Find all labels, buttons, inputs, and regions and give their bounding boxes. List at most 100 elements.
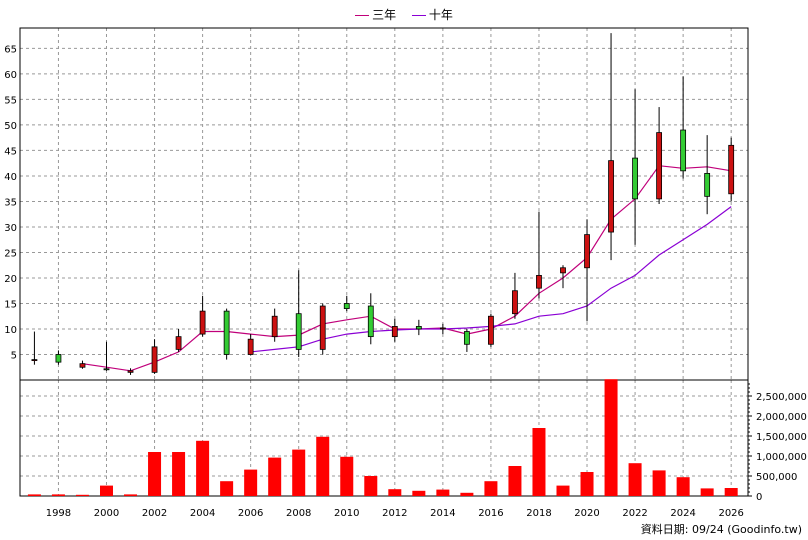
price-tick-label: 15 bbox=[4, 299, 17, 310]
volume-bar bbox=[148, 452, 162, 496]
x-tick-label: 2010 bbox=[334, 508, 359, 519]
volume-tick-label: 2,000,000 bbox=[756, 412, 807, 423]
price-candle bbox=[151, 339, 158, 374]
candle-body bbox=[79, 363, 86, 368]
price-candle bbox=[584, 219, 590, 322]
legend-swatch-ten-year bbox=[411, 15, 426, 16]
volume-bar bbox=[340, 456, 354, 496]
volume-bar bbox=[364, 476, 378, 496]
legend-item-three-year[interactable]: 三年 bbox=[355, 6, 396, 23]
volume-bar bbox=[51, 494, 65, 496]
candle-body bbox=[247, 338, 254, 355]
price-tick-label: 25 bbox=[4, 248, 17, 259]
candle-body bbox=[608, 160, 614, 233]
price-candle bbox=[55, 350, 62, 365]
x-tick-label: 2000 bbox=[94, 508, 119, 519]
candle-body bbox=[560, 267, 566, 274]
volume-bar bbox=[75, 494, 89, 496]
price-candle bbox=[199, 295, 206, 337]
volume-bar bbox=[724, 488, 738, 496]
candle-body bbox=[175, 336, 182, 350]
price-candles bbox=[31, 33, 735, 375]
x-tick-label: 2016 bbox=[478, 508, 503, 519]
price-candle bbox=[512, 272, 518, 319]
volume-bar bbox=[556, 485, 570, 496]
x-tick-label: 2020 bbox=[574, 508, 599, 519]
price-tick-label: 5 bbox=[11, 350, 17, 361]
x-tick-label: 2014 bbox=[430, 508, 455, 519]
volume-bar bbox=[388, 489, 402, 496]
price-candle bbox=[536, 211, 542, 299]
candle-body bbox=[319, 305, 326, 350]
price-candle bbox=[728, 137, 735, 202]
price-tick-label: 45 bbox=[4, 146, 17, 157]
volume-bar bbox=[676, 477, 690, 496]
volume-bar bbox=[172, 452, 186, 496]
price-candle bbox=[343, 295, 350, 312]
price-tick-label: 55 bbox=[4, 95, 17, 106]
price-candle bbox=[271, 308, 278, 342]
x-tick-label: 2002 bbox=[142, 508, 167, 519]
price-candle bbox=[127, 368, 134, 375]
candle-body bbox=[656, 132, 663, 200]
price-candle bbox=[704, 135, 711, 215]
candle-body bbox=[439, 327, 446, 330]
price-candle bbox=[656, 107, 663, 204]
candle-body bbox=[512, 290, 518, 315]
x-tick-label: 2026 bbox=[718, 508, 743, 519]
price-candle bbox=[680, 76, 687, 179]
candle-body bbox=[55, 354, 62, 363]
volume-bar bbox=[436, 489, 450, 496]
price-candle bbox=[319, 303, 326, 355]
volume-bar bbox=[316, 436, 330, 496]
x-tick-label: 1998 bbox=[46, 508, 71, 519]
price-candle bbox=[223, 308, 230, 360]
volume-bar bbox=[652, 470, 666, 496]
candle-body bbox=[103, 368, 110, 371]
volume-tick-label: 2,500,000 bbox=[756, 392, 807, 403]
candle-body bbox=[31, 359, 38, 361]
legend-item-ten-year[interactable]: 十年 bbox=[411, 6, 453, 23]
candle-body bbox=[271, 315, 278, 338]
candle-body bbox=[415, 326, 422, 330]
x-tick-label: 2006 bbox=[238, 508, 263, 519]
candle-body bbox=[199, 310, 206, 335]
legend: 三年 十年 bbox=[0, 6, 808, 23]
price-candle bbox=[79, 360, 86, 369]
volume-tick-label: 1,000,000 bbox=[756, 452, 807, 463]
price-candle bbox=[247, 334, 254, 356]
candle-body bbox=[223, 310, 230, 355]
price-candle bbox=[463, 328, 470, 352]
volume-panel-frame bbox=[19, 379, 749, 497]
candle-body bbox=[488, 315, 494, 345]
price-candle bbox=[367, 293, 374, 345]
candle-body bbox=[295, 313, 302, 350]
price-candle bbox=[488, 313, 494, 347]
volume-bar bbox=[700, 488, 714, 496]
data-date-credit: 資料日期: 09/24 (Goodinfo.tw) bbox=[640, 523, 802, 536]
legend-label-three-year: 三年 bbox=[372, 8, 397, 22]
volume-bar bbox=[124, 494, 138, 496]
volume-bar bbox=[220, 481, 234, 496]
candle-body bbox=[728, 144, 735, 195]
price-candle bbox=[439, 323, 446, 335]
candle-body bbox=[151, 346, 158, 373]
candle-body bbox=[536, 275, 542, 289]
price-axes: 5 10 15 20 25 30 35 40 45 50 55 60 65 bbox=[4, 27, 749, 381]
candle-body bbox=[367, 305, 374, 338]
price-candle bbox=[295, 270, 302, 358]
price-tick-label: 60 bbox=[4, 70, 17, 81]
volume-tick-label: 500,000 bbox=[756, 472, 797, 483]
price-candle bbox=[632, 89, 638, 245]
price-panel-frame bbox=[19, 27, 749, 381]
x-tick-label: 2004 bbox=[190, 508, 215, 519]
candle-body bbox=[584, 234, 590, 269]
price-candle bbox=[391, 318, 398, 342]
price-candle bbox=[415, 319, 422, 336]
volume-bar bbox=[412, 490, 426, 496]
volume-bar bbox=[508, 466, 522, 496]
volume-bar bbox=[268, 457, 282, 496]
volume-bar bbox=[604, 379, 618, 496]
volume-bar bbox=[99, 485, 113, 496]
